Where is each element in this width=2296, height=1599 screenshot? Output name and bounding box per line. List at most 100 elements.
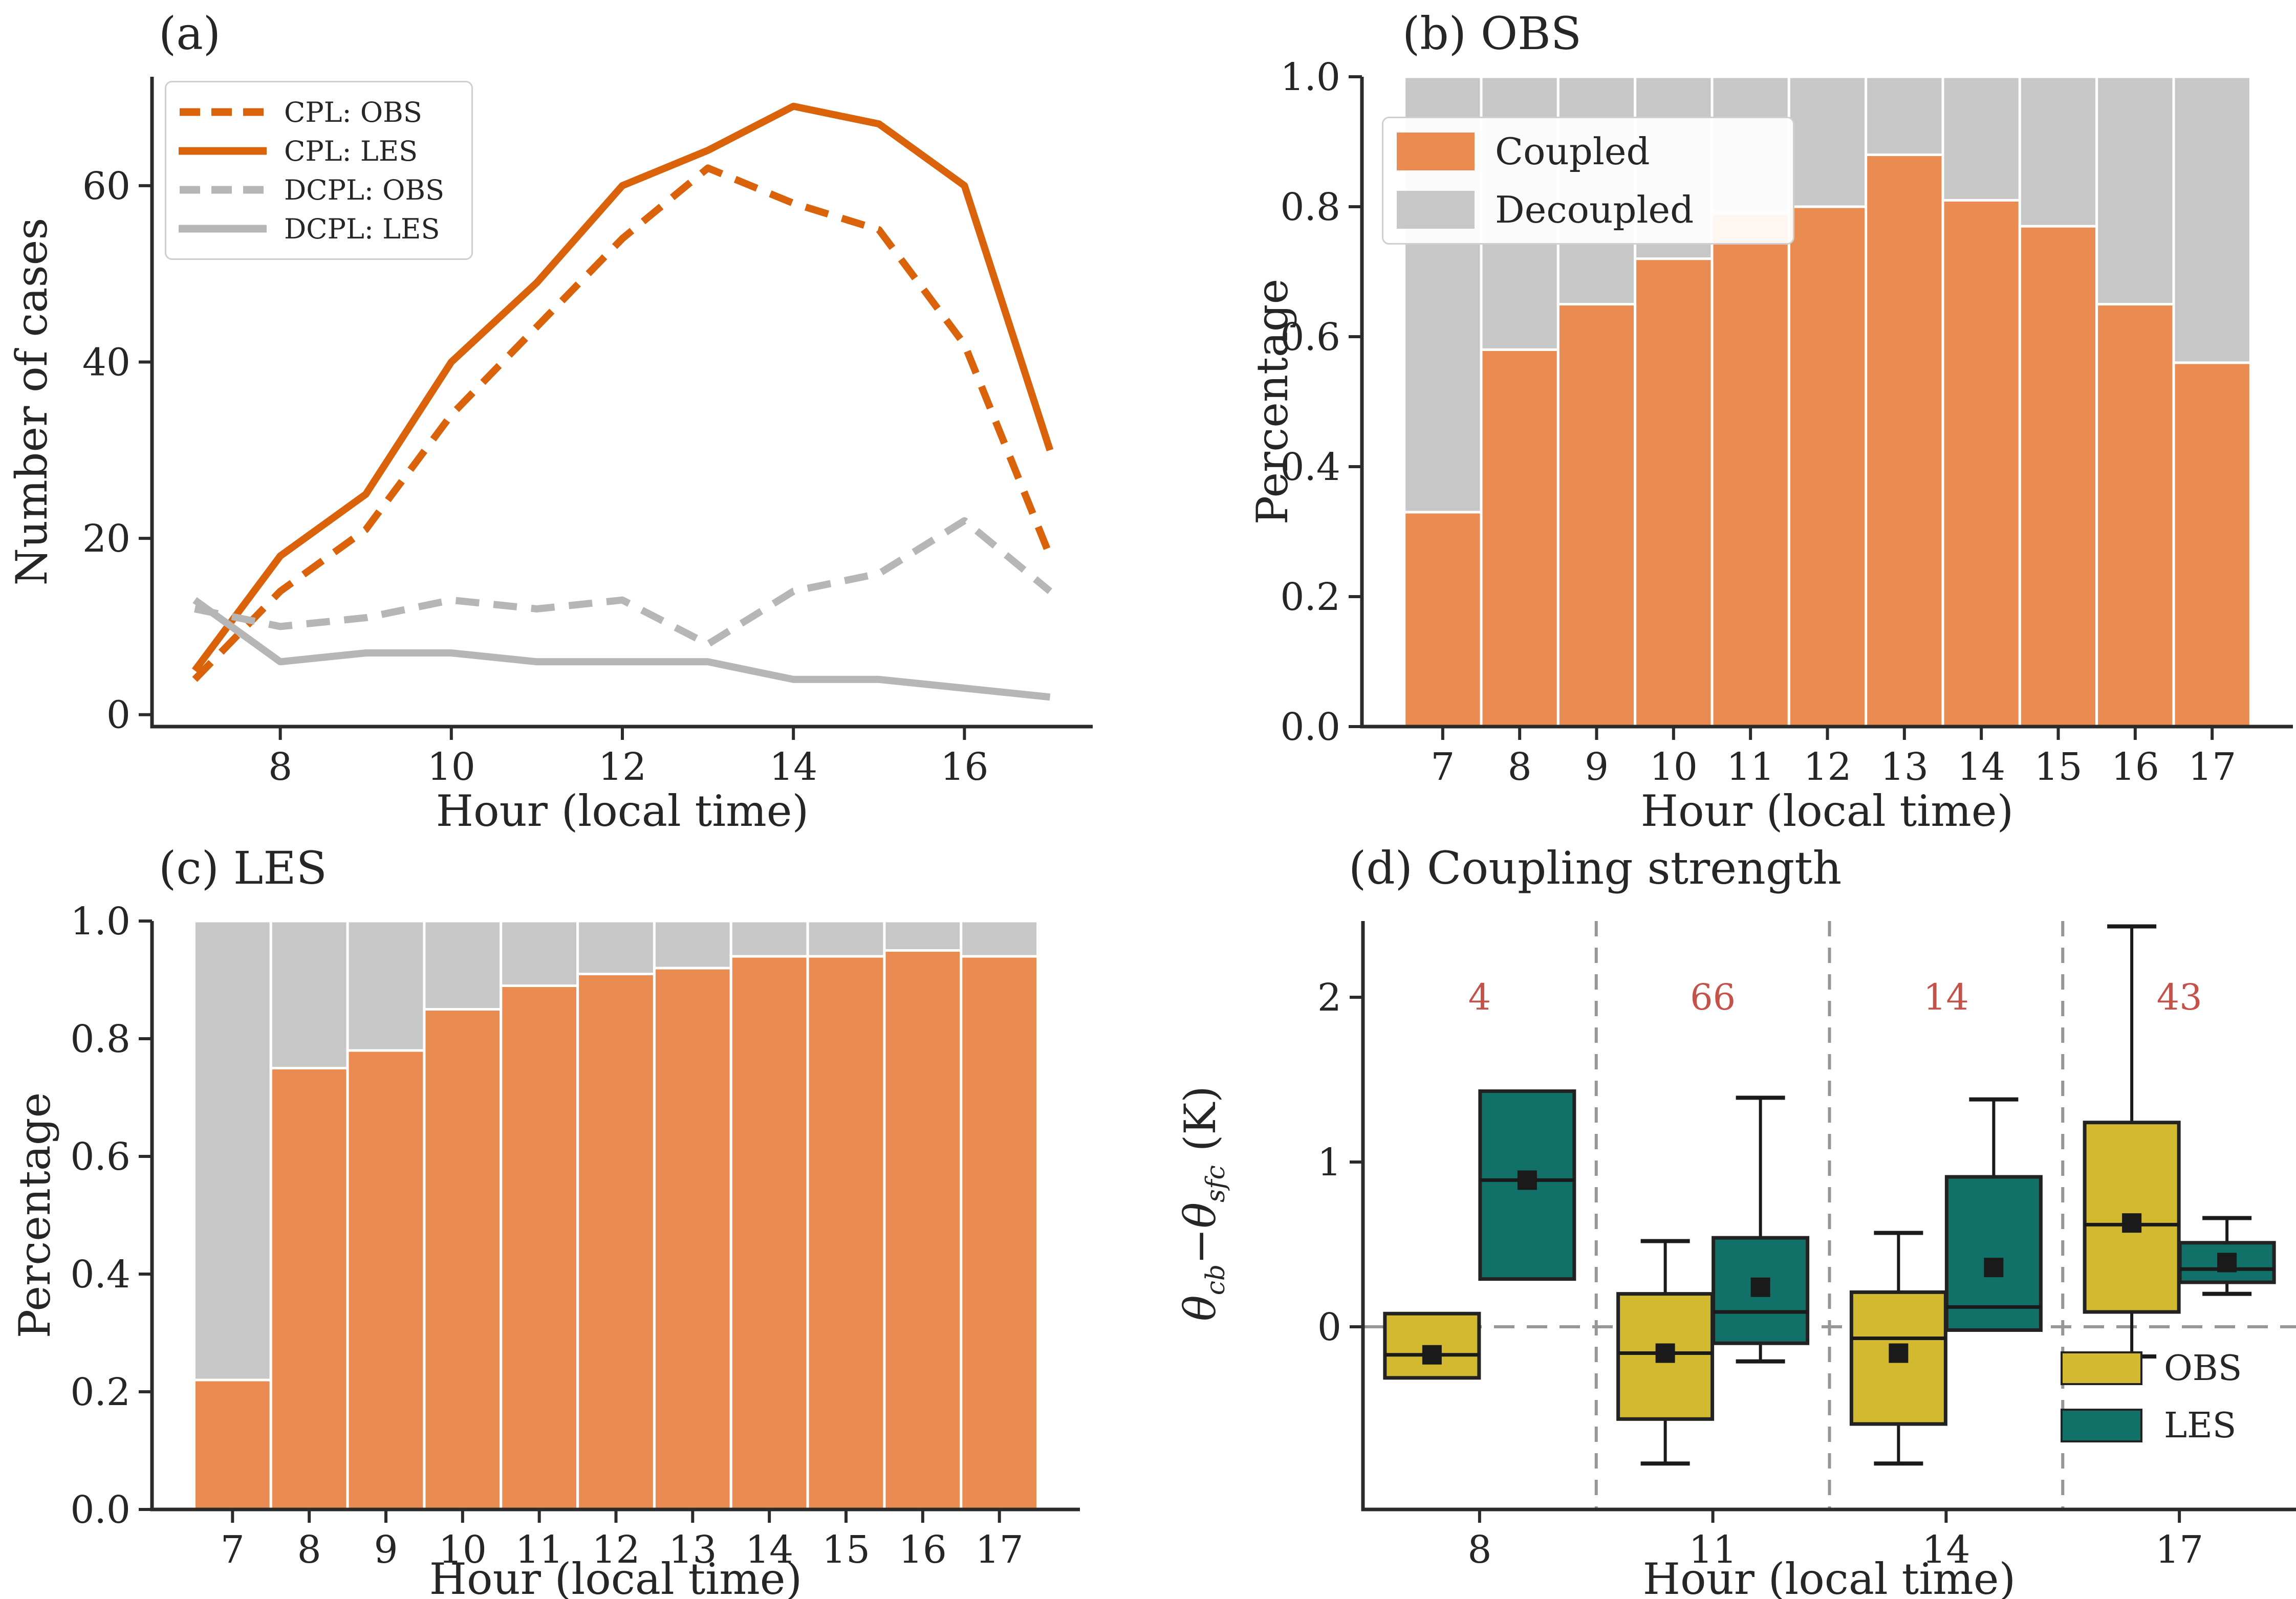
mean-marker <box>1517 1170 1537 1190</box>
bar-decoupled <box>729 919 809 958</box>
y-tick-label: 0.6 <box>70 1135 131 1179</box>
y-tick-label: 1 <box>1317 1141 1341 1185</box>
line-series-cpl-obs <box>192 164 1053 682</box>
x-tick-label: 13 <box>1880 745 1929 789</box>
les-swatch-icon <box>2061 1409 2142 1442</box>
bar-decoupled <box>346 919 426 1052</box>
bar-decoupled <box>806 919 886 958</box>
x-tick-label: 15 <box>822 1528 870 1572</box>
x-tick-label: 16 <box>899 1528 947 1572</box>
count-label: 43 <box>2157 976 2202 1018</box>
coupled-swatch-icon <box>1397 133 1475 170</box>
x-tick-label: 11 <box>515 1528 564 1572</box>
box-obs <box>1616 1292 1715 1421</box>
box-les <box>1944 1175 2043 1332</box>
y-tick-label: 60 <box>82 164 131 208</box>
panel-a-plot: 8 10 12 14 16 0 20 40 60 <box>82 77 1093 789</box>
count-label: 66 <box>1690 976 1736 1018</box>
x-tick-label: 15 <box>2034 745 2082 789</box>
minus-sign: − <box>1175 1228 1226 1264</box>
x-tick-label: 11 <box>1726 745 1774 789</box>
decoupled-swatch-icon <box>1397 191 1475 229</box>
bar-coupled <box>269 1067 349 1511</box>
obs-swatch-icon <box>2061 1351 2142 1385</box>
legend-item: DCPL: OBS <box>179 173 459 206</box>
mean-marker <box>1750 1277 1770 1297</box>
legend-label: OBS <box>2164 1348 2242 1389</box>
panel-d-title: (d) Coupling strength <box>1349 842 1842 894</box>
panel-a-title: (a) <box>159 7 221 60</box>
x-tick-label: 7 <box>1431 745 1455 789</box>
bar-decoupled <box>192 919 272 1382</box>
x-tick-label: 12 <box>592 1528 640 1572</box>
panel-b-ylabel: Percentage <box>1247 278 1297 525</box>
x-tick-label: 14 <box>745 1528 793 1572</box>
panel-a-xlabel: Hour (local time) <box>436 786 809 836</box>
x-tick-label: 12 <box>1803 745 1851 789</box>
bar-coupled <box>2018 225 2098 728</box>
x-tick-label: 16 <box>2111 745 2159 789</box>
y-tick-label: 0.0 <box>70 1488 131 1532</box>
x-tick-label: 7 <box>221 1528 245 1572</box>
x-tick-label: 11 <box>1689 1528 1737 1572</box>
x-tick-label: 12 <box>598 745 646 789</box>
mean-marker <box>1422 1345 1442 1365</box>
panel-d-legend: OBS LES <box>2061 1348 2291 1446</box>
y-tick-label: 40 <box>82 340 131 384</box>
y-tick-label: 0 <box>106 693 131 737</box>
x-tick-label: 10 <box>427 745 475 789</box>
x-tick-label: 17 <box>976 1528 1024 1572</box>
theta-symbol: θ <box>1175 1202 1226 1229</box>
count-label: 4 <box>1468 976 1491 1018</box>
y-tick-label: 1.0 <box>1280 55 1340 99</box>
bar-coupled <box>1634 257 1714 728</box>
x-tick-label: 17 <box>2155 1528 2203 1572</box>
x-tick-label: 8 <box>1508 745 1532 789</box>
legend-label: DCPL: OBS <box>284 173 445 206</box>
bar-coupled <box>883 949 963 1511</box>
theta-sub-sfc: sfc <box>1200 1165 1230 1202</box>
y-tick-label: 0.4 <box>1280 445 1340 489</box>
panel-d-xlabel: Hour (local time) <box>1642 1554 2016 1599</box>
panel-c-ylabel: Percentage <box>10 1092 60 1339</box>
legend-item: Coupled <box>1397 130 1780 173</box>
solid-line-sample-icon <box>179 225 267 233</box>
panel-a-legend: CPL: OBS CPL: LES DCPL: OBS DCPL: LES <box>165 81 473 260</box>
x-tick-label: 16 <box>940 745 988 789</box>
bar-coupled <box>423 1008 503 1511</box>
bar-decoupled <box>423 919 503 1011</box>
legend-item: Decoupled <box>1397 188 1780 231</box>
legend-label: CPL: LES <box>284 135 418 167</box>
bar-coupled <box>1556 303 1637 728</box>
panel-a-ylabel: Number of cases <box>7 217 57 586</box>
y-tick-label: 20 <box>82 517 131 561</box>
y-tick-label: 0.4 <box>70 1253 131 1297</box>
bar-coupled <box>2172 361 2252 728</box>
bar-coupled <box>1710 212 1790 728</box>
bar-coupled <box>1941 199 2021 728</box>
legend-label: Decoupled <box>1495 188 1694 231</box>
y-tick-label: 0.8 <box>70 1017 131 1061</box>
x-tick-label: 9 <box>1585 745 1609 789</box>
unit-kelvin: (K) <box>1175 1086 1226 1166</box>
bar-decoupled <box>1941 75 2021 202</box>
bar-coupled <box>576 973 656 1511</box>
y-tick-label: 0.0 <box>1280 705 1340 749</box>
line-series-dcpl-les <box>192 597 1051 701</box>
y-tick-label: 0.6 <box>1280 315 1340 359</box>
legend-item: DCPL: LES <box>179 212 459 245</box>
bar-coupled <box>1480 348 1559 728</box>
x-tick-label: 14 <box>769 745 817 789</box>
x-tick-label: 8 <box>1467 1528 1491 1572</box>
bar-coupled <box>192 1378 272 1511</box>
line-series-cpl-les <box>191 102 1054 673</box>
bar-decoupled <box>269 919 349 1069</box>
bar-coupled <box>806 955 886 1511</box>
panel-c-plot: 7 8 9 10 11 12 13 14 15 16 17 0.0 0.2 0.4 0.6 0.8 1.0 <box>70 900 1080 1572</box>
panel-d-ylabel: θcb−θsfc (K) <box>1175 1086 1230 1321</box>
y-tick-label: 0.8 <box>1280 185 1340 229</box>
y-tick-label: 0 <box>1317 1305 1341 1349</box>
dashed-line-sample-icon <box>180 108 266 116</box>
bar-coupled <box>2095 303 2175 728</box>
